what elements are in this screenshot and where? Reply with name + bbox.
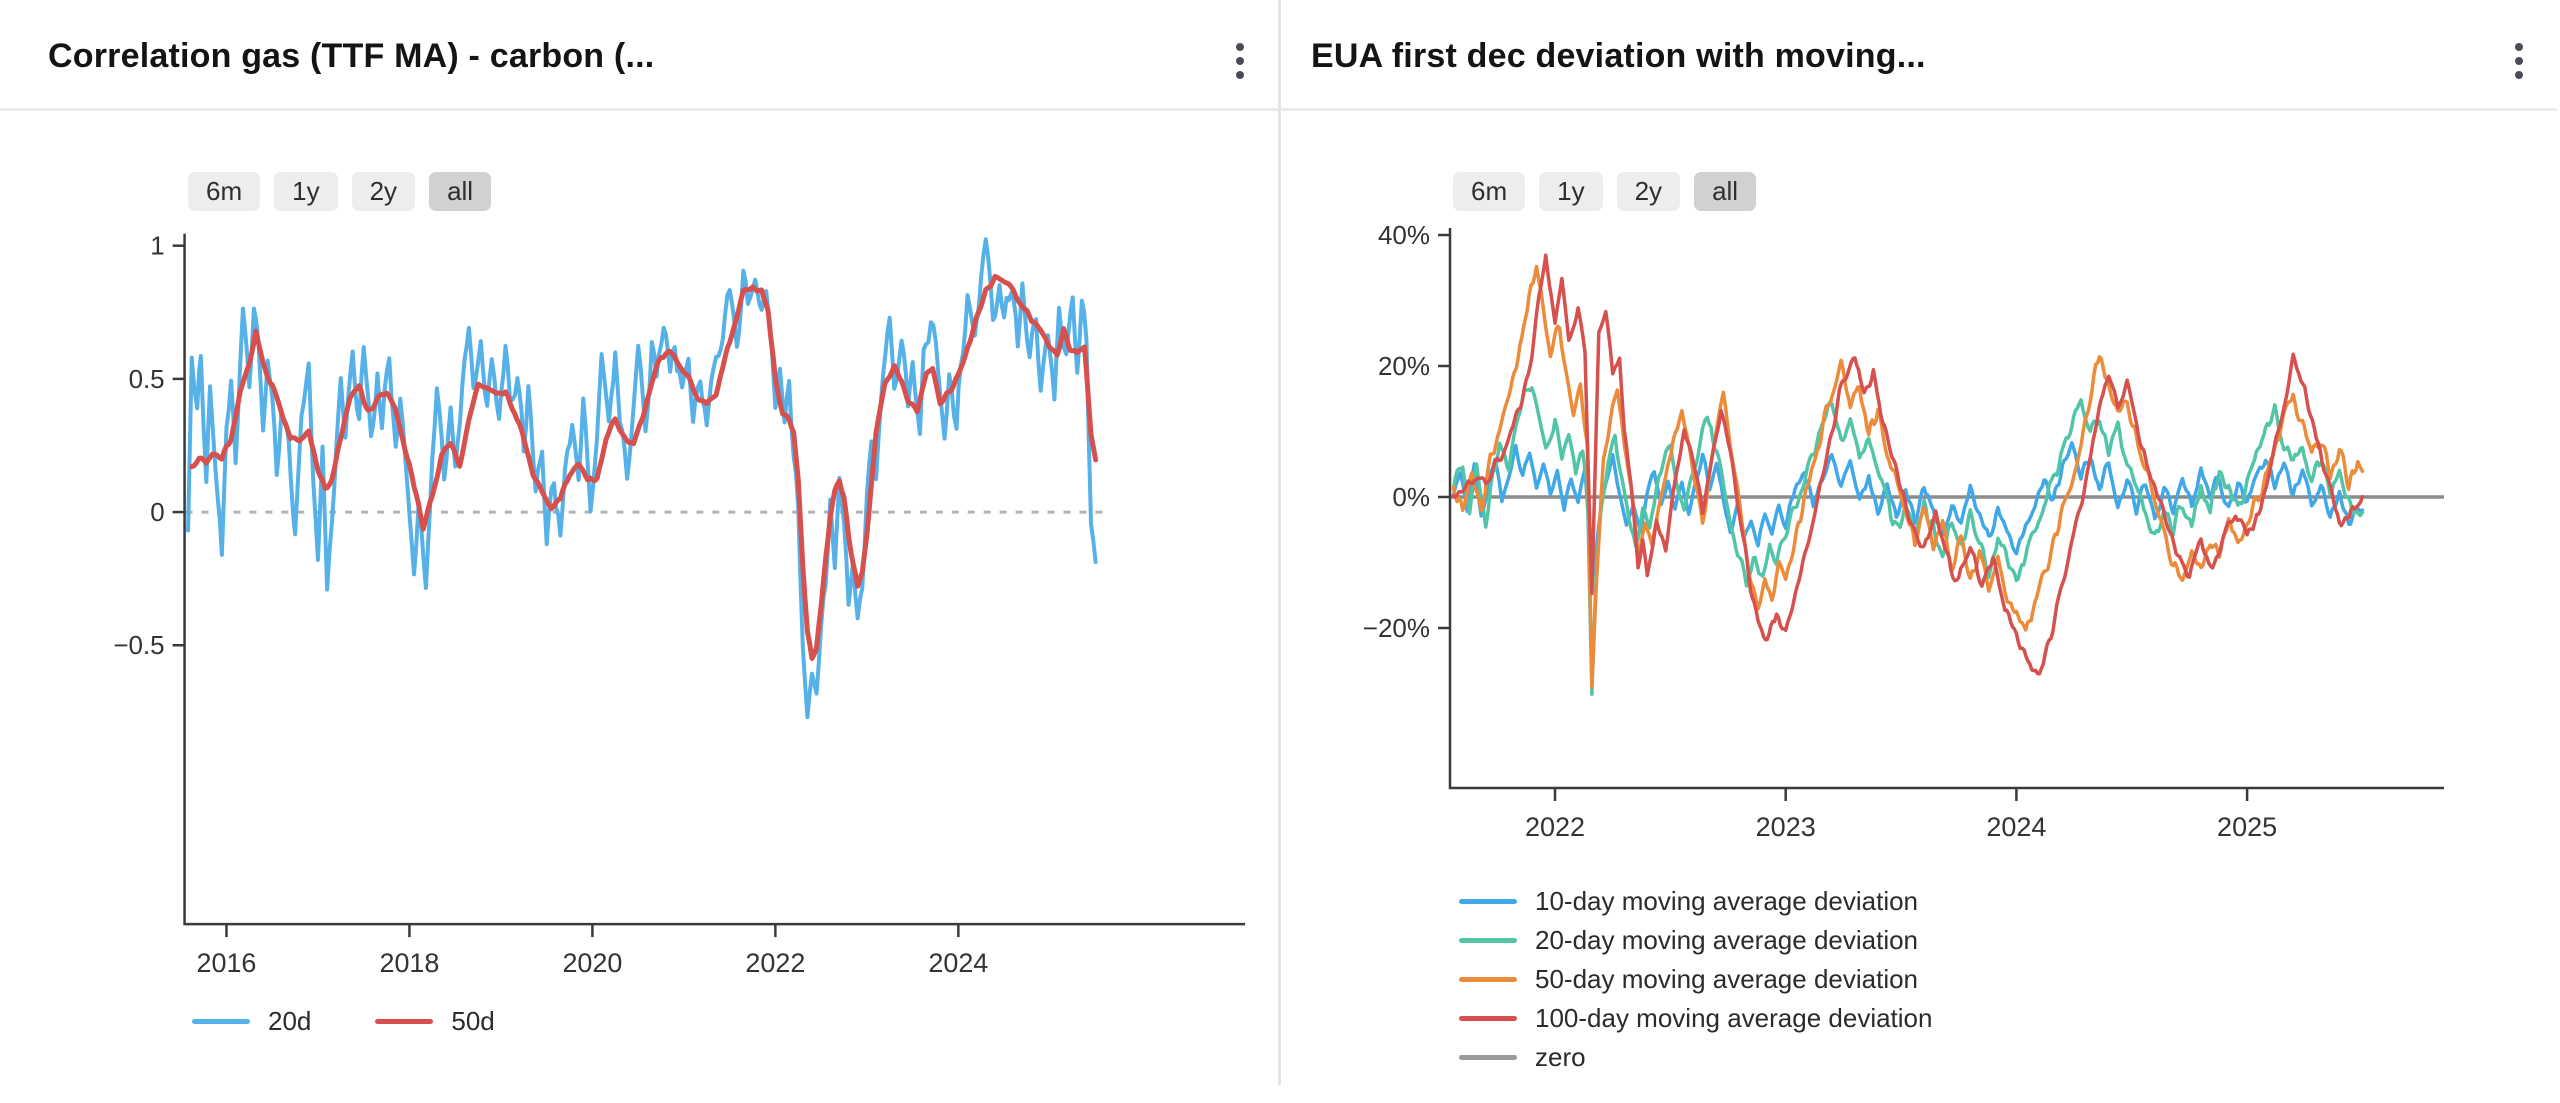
legend-swatch bbox=[1459, 1054, 1517, 1060]
right-chart-panel: EUA first dec deviation with moving... 4… bbox=[1281, 0, 2557, 1085]
correlation-chart[interactable]: 1 0.5 0 −0.5 2016 2018 2020 2022 2024 bbox=[0, 0, 1278, 1085]
legend-label: 50-day moving average deviation bbox=[1535, 964, 1919, 994]
y-tick-label: 0 bbox=[150, 499, 164, 527]
panel-title: Correlation gas (TTF MA) - carbon (... bbox=[48, 37, 655, 76]
legend-label: 20d bbox=[268, 1006, 312, 1036]
axis-line bbox=[1448, 228, 2444, 790]
range-selector: 6m 1y 2y all bbox=[1453, 172, 1757, 211]
legend-label: zero bbox=[1535, 1042, 1586, 1072]
y-tick-label: 20% bbox=[1378, 351, 1430, 381]
range-button-1y[interactable]: 1y bbox=[1539, 172, 1603, 211]
legend-item[interactable]: 50d bbox=[375, 1006, 495, 1036]
range-button-1y[interactable]: 1y bbox=[274, 172, 338, 211]
legend-item[interactable]: 20d bbox=[192, 1008, 311, 1034]
series-100-day moving average deviation bbox=[1451, 253, 2365, 676]
x-tick-label: 2023 bbox=[1756, 812, 1816, 842]
y-tick-label: 0% bbox=[1392, 482, 1430, 512]
range-button-2y[interactable]: 2y bbox=[351, 172, 416, 211]
x-tick-label: 2018 bbox=[379, 948, 439, 978]
x-tick-label: 2025 bbox=[2217, 812, 2277, 842]
panel-menu-button[interactable] bbox=[1216, 32, 1264, 90]
panel-title: EUA first dec deviation with moving... bbox=[1311, 37, 1926, 76]
x-tick-label: 2022 bbox=[745, 948, 805, 978]
y-tick-label: 40% bbox=[1378, 220, 1430, 250]
kebab-menu-icon bbox=[1236, 43, 1244, 79]
legend-swatch bbox=[1459, 1015, 1517, 1021]
y-tick-label: −0.5 bbox=[113, 632, 164, 660]
y-tick-label: −20% bbox=[1363, 613, 1430, 643]
legend-swatch bbox=[1459, 976, 1517, 982]
x-tick-label: 2024 bbox=[1986, 812, 2046, 842]
range-button-all[interactable]: all bbox=[429, 172, 492, 211]
legend-label: 50d bbox=[451, 1006, 495, 1036]
legend-item[interactable]: 20-day moving average deviation bbox=[1459, 927, 1932, 953]
axis-line bbox=[183, 233, 1246, 926]
panel-header: EUA first dec deviation with moving... bbox=[1281, 0, 2557, 111]
x-tick-label: 2024 bbox=[928, 948, 988, 978]
legend-label: 10-day moving average deviation bbox=[1535, 886, 1919, 916]
range-button-6m[interactable]: 6m bbox=[1453, 172, 1526, 211]
legend-item[interactable]: 100-day moving average deviation bbox=[1459, 1005, 1932, 1031]
legend-swatch bbox=[375, 1018, 434, 1024]
range-selector: 6m 1y 2y all bbox=[188, 172, 492, 211]
panel-header: Correlation gas (TTF MA) - carbon (... bbox=[0, 0, 1278, 111]
deviation-chart[interactable]: 40% 20% 0% −20% 2022 2023 2024 2025 bbox=[1281, 0, 2557, 1085]
x-tick-label: 2016 bbox=[197, 948, 257, 978]
x-tick-label: 2020 bbox=[562, 948, 622, 978]
range-button-all[interactable]: all bbox=[1694, 172, 1757, 211]
legend-swatch bbox=[1459, 937, 1517, 943]
series-50d bbox=[189, 273, 1099, 662]
kebab-menu-icon bbox=[2515, 43, 2523, 79]
legend-label: 20-day moving average deviation bbox=[1535, 925, 1919, 955]
x-tick-label: 2022 bbox=[1525, 812, 1585, 842]
left-chart-panel: Correlation gas (TTF MA) - carbon (... 1… bbox=[0, 0, 1281, 1085]
chart-legend: 20d 50d bbox=[192, 1008, 495, 1034]
legend-label: 100-day moving average deviation bbox=[1535, 1003, 1933, 1033]
panel-menu-button[interactable] bbox=[2495, 32, 2543, 90]
legend-item[interactable]: zero bbox=[1459, 1044, 1932, 1070]
legend-swatch bbox=[1459, 898, 1517, 904]
series-20d bbox=[186, 237, 1098, 720]
range-button-2y[interactable]: 2y bbox=[1616, 172, 1681, 211]
y-tick-label: 0.5 bbox=[129, 366, 165, 394]
y-tick-label: 1 bbox=[150, 233, 164, 261]
range-button-6m[interactable]: 6m bbox=[188, 172, 261, 211]
legend-item[interactable]: 10-day moving average deviation bbox=[1459, 888, 1932, 914]
chart-legend: 10-day moving average deviation 20-day m… bbox=[1459, 888, 1932, 1070]
legend-swatch bbox=[192, 1018, 250, 1024]
legend-item[interactable]: 50-day moving average deviation bbox=[1459, 966, 1932, 992]
